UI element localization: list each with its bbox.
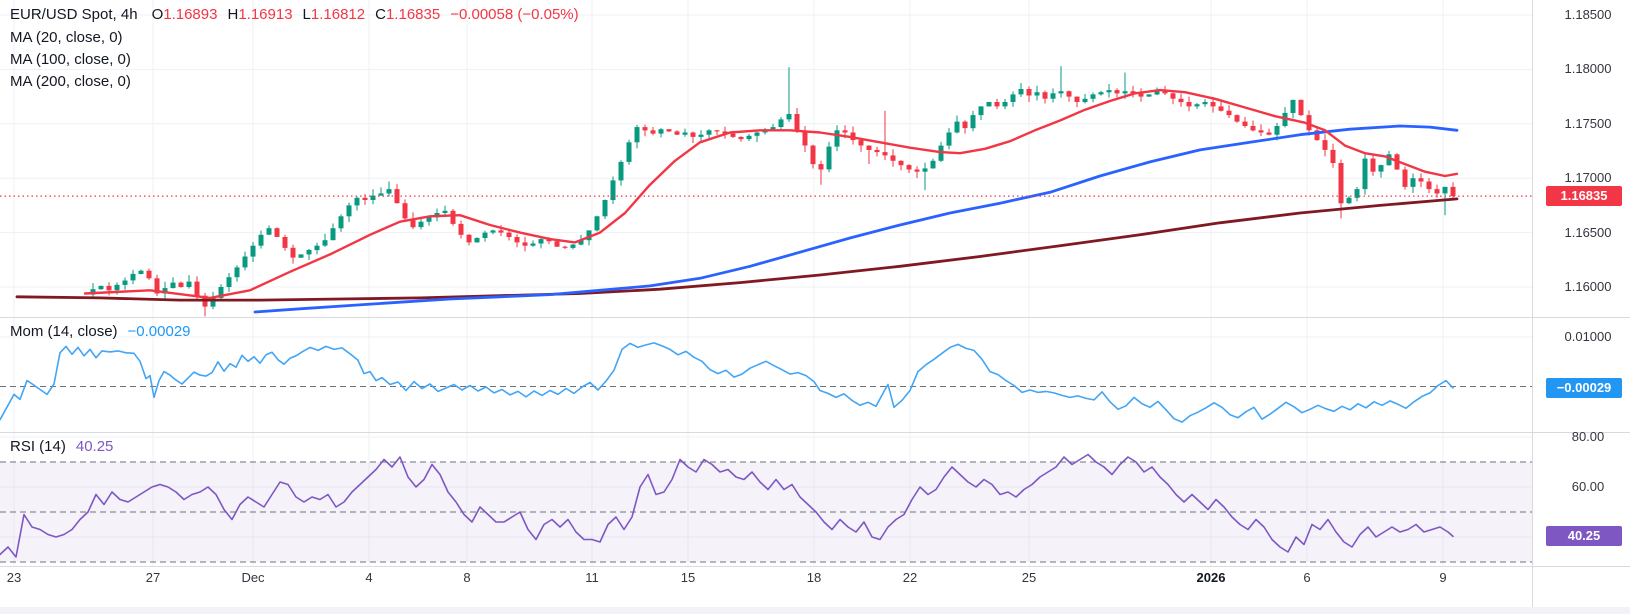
- time-axis-label: 25: [1021, 570, 1037, 585]
- rsi-legend-row[interactable]: RSI (14) 40.25: [10, 438, 113, 455]
- symbol-legend-row[interactable]: EUR/USD Spot, 4h O1.16893 H1.16913 L1.16812…: [10, 6, 579, 23]
- symbol-title: EUR/USD Spot, 4h: [10, 6, 138, 23]
- ohlc-high-value: 1.16913: [238, 6, 293, 23]
- mom-value-badge: −0.00029: [1546, 377, 1622, 398]
- price-axis-label: 1.17500: [1564, 115, 1612, 131]
- ma20-label: MA (20, close, 0): [10, 29, 123, 46]
- mom-label: Mom (14, close): [10, 323, 118, 340]
- rsi-label: RSI (14): [10, 438, 66, 455]
- time-axis-label: 9: [1439, 570, 1447, 585]
- price-axis-label: 0.01000: [1564, 329, 1612, 344]
- ohlc-high-label: H: [227, 6, 239, 23]
- time-axis-label: 27: [145, 570, 161, 585]
- price-axis-label: 1.17000: [1564, 170, 1612, 186]
- ohlc-close-value: 1.16835: [385, 6, 441, 23]
- price-axis-label: 60.00: [1571, 479, 1605, 494]
- ma100-legend-row[interactable]: MA (100, close, 0): [10, 51, 131, 68]
- time-axis-label: 11: [585, 570, 599, 585]
- price-axis-label: 1.16500: [1564, 224, 1612, 240]
- rsi-value: 40.25: [75, 438, 114, 455]
- rsi-value-badge: 40.25: [1546, 526, 1622, 547]
- ohlc-low-label: L: [302, 6, 311, 23]
- change-value: −0.00058 (−0.05%): [450, 6, 579, 23]
- price-axis-label: 1.16000: [1564, 279, 1612, 294]
- ma100-label: MA (100, close, 0): [10, 51, 131, 68]
- time-axis-label: 8: [463, 570, 471, 585]
- time-axis-label: 2026: [1196, 570, 1226, 585]
- time-axis-label: 23: [6, 570, 22, 585]
- time-axis-label: 15: [680, 570, 696, 585]
- ma200-label: MA (200, close, 0): [10, 73, 131, 90]
- ohlc-open-label: O: [151, 6, 164, 23]
- price-axis-label: 80.00: [1571, 429, 1605, 444]
- time-axis-label: 6: [1303, 570, 1311, 585]
- ohlc-low-value: 1.16812: [310, 6, 366, 23]
- mom-value: −0.00029: [127, 323, 191, 340]
- ohlc-close-label: C: [375, 6, 386, 23]
- time-axis-label: 18: [806, 570, 822, 585]
- ohlc-open-value: 1.16893: [163, 6, 218, 23]
- last-price-badge: 1.16835: [1546, 186, 1622, 207]
- time-axis-label: 4: [365, 570, 373, 585]
- price-axis-label: 1.18000: [1564, 61, 1612, 77]
- ma200-legend-row[interactable]: MA (200, close, 0): [10, 73, 131, 90]
- time-axis-label: Dec: [241, 570, 265, 585]
- price-axis-label: 1.18500: [1564, 7, 1612, 22]
- ma20-legend-row[interactable]: MA (20, close, 0): [10, 29, 123, 46]
- mom-legend-row[interactable]: Mom (14, close) −0.00029: [10, 323, 191, 340]
- time-axis-label: 22: [902, 570, 918, 585]
